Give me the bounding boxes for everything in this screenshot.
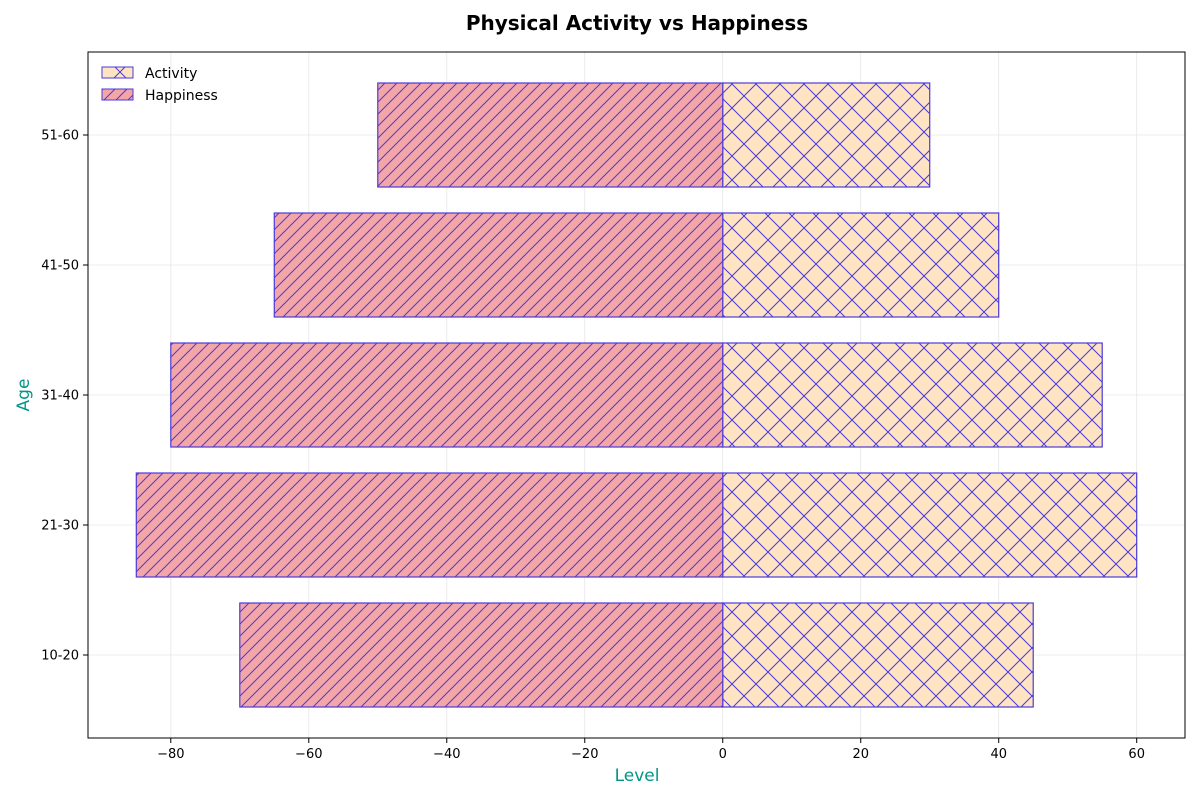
x-tick-label: 60 bbox=[1128, 747, 1145, 762]
y-tick-label: 41-50 bbox=[41, 259, 79, 274]
y-tick-label: 31-40 bbox=[41, 389, 79, 404]
y-tick-label: 21-30 bbox=[41, 519, 79, 534]
bar-activity bbox=[722, 602, 1034, 708]
y-axis-ticks: 10-20 21-30 31-40 41-50 51-60 bbox=[41, 129, 88, 664]
y-tick-label: 51-60 bbox=[41, 129, 79, 144]
legend-label-happiness: Happiness bbox=[145, 88, 218, 104]
x-tick-label: 20 bbox=[852, 747, 869, 762]
x-tick-label: −60 bbox=[295, 747, 322, 762]
bar-happiness bbox=[239, 602, 724, 708]
legend-label-activity: Activity bbox=[145, 66, 197, 82]
bars bbox=[135, 82, 1138, 708]
y-tick-label: 10-20 bbox=[41, 649, 79, 664]
x-axis-label: Level bbox=[615, 766, 660, 786]
x-tick-label: −40 bbox=[433, 747, 460, 762]
x-tick-label: 0 bbox=[719, 747, 727, 762]
legend-swatch-activity bbox=[101, 66, 134, 79]
x-tick-label: −80 bbox=[157, 747, 184, 762]
bar-activity bbox=[722, 212, 1000, 318]
legend-swatch-happiness bbox=[101, 88, 134, 101]
bar-happiness bbox=[377, 82, 724, 188]
bar-happiness bbox=[170, 342, 724, 448]
x-tick-label: −20 bbox=[571, 747, 598, 762]
bar-happiness bbox=[273, 212, 724, 318]
y-axis-label: Age bbox=[14, 379, 34, 412]
bar-activity bbox=[722, 82, 931, 188]
x-tick-label: 40 bbox=[990, 747, 1007, 762]
legend: Activity Happiness bbox=[101, 66, 218, 104]
chart-title: Physical Activity vs Happiness bbox=[466, 11, 808, 35]
bar-activity bbox=[722, 472, 1138, 578]
bar-happiness bbox=[135, 472, 724, 578]
bar-activity bbox=[722, 342, 1103, 448]
x-axis-ticks: −80 −60 −40 −20 0 20 40 60 bbox=[157, 738, 1145, 762]
